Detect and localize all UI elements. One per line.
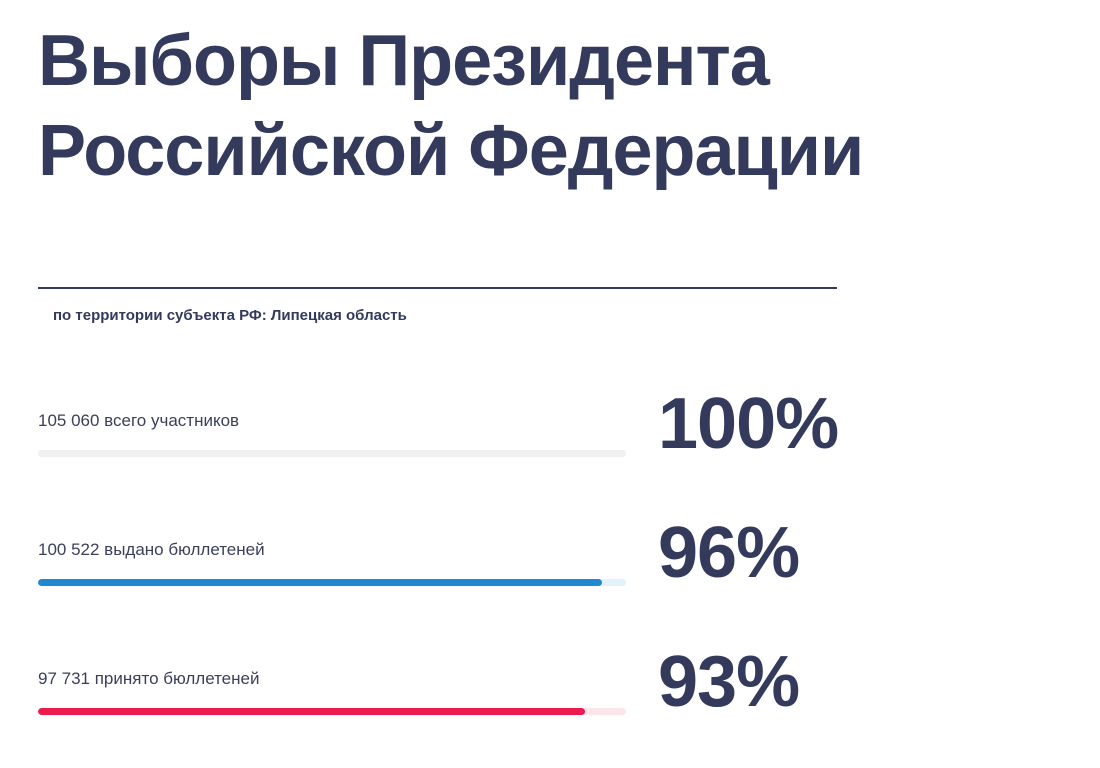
- progress-track: [38, 579, 626, 586]
- stat-percent: 100%: [658, 384, 839, 464]
- progress-track: [38, 708, 626, 715]
- stat-row-accepted-ballots: 97 731 принято бюллетеней 93%: [38, 642, 838, 758]
- stat-row-participants: 105 060 всего участников 100%: [38, 384, 839, 500]
- stat-row-issued-ballots: 100 522 выдано бюллетеней 96%: [38, 513, 838, 629]
- page-title: Выборы Президента Российской Федерации: [38, 21, 864, 191]
- stat-label: 100 522 выдано бюллетеней: [38, 540, 265, 559]
- stat-label: 105 060 всего участников: [38, 411, 240, 430]
- progress-fill: [38, 579, 603, 586]
- divider: [38, 287, 837, 289]
- region-subtitle: по территории субъекта РФ: Липецкая обла…: [53, 307, 407, 324]
- stat-percent: 96%: [658, 513, 800, 593]
- progress-fill: [38, 708, 585, 715]
- progress-track: [38, 450, 626, 457]
- stat-percent: 93%: [658, 642, 800, 722]
- stat-label: 97 731 принято бюллетеней: [38, 669, 260, 688]
